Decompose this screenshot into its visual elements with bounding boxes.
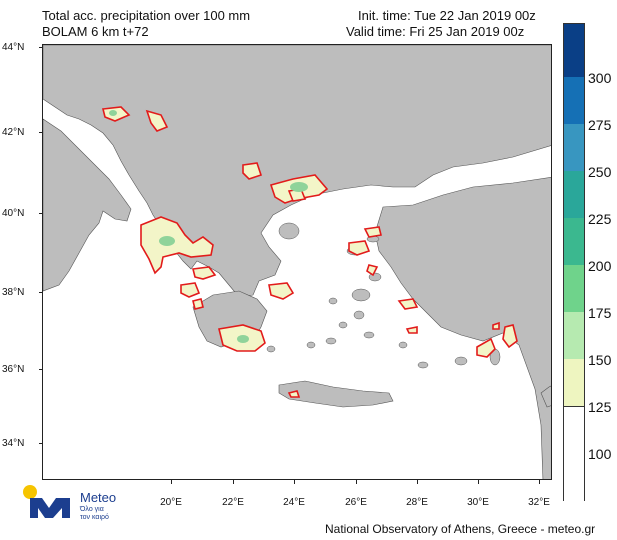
aegean-islands (236, 222, 501, 369)
lat-tick (39, 292, 42, 293)
lat-tick (39, 369, 42, 370)
lon-tick (171, 480, 172, 484)
precip-area-albania (140, 216, 214, 275)
valid-time: Valid time: Fri 25 Jan 2019 00z (346, 24, 525, 39)
precip-area-lycia (502, 324, 518, 349)
lon-label-20: 20°E (160, 497, 182, 508)
lat-tick (39, 132, 42, 133)
precip-area-crete-east (287, 390, 301, 398)
precip-area-antalya (492, 321, 500, 330)
colorbar-segment-275 (564, 77, 584, 124)
precip-area-kefalonia (180, 282, 201, 298)
colorbar-label-150: 150 (588, 352, 612, 368)
logo-tagline-2: τον καιρό (80, 514, 109, 521)
lon-label-32: 32°E (528, 497, 550, 508)
lat-label-36: 36°N (2, 364, 25, 375)
colorbar-segment-225 (564, 171, 584, 218)
lon-label-28: 28°E (406, 497, 428, 508)
logo-name: Meteo (80, 490, 117, 505)
lat-tick (39, 47, 42, 48)
land-italy (43, 118, 132, 292)
logo-tagline-1: Όλο για (80, 506, 104, 513)
land-crete (278, 380, 394, 408)
m-letter-icon (30, 498, 70, 518)
colorbar-segment-125 (564, 359, 584, 406)
colorbar-segment-200 (564, 218, 584, 265)
precip-areas (102, 106, 518, 398)
precip-area-zakynthos (192, 298, 204, 310)
footer-credit: National Observatory of Athens, Greece -… (325, 522, 596, 536)
init-time: Init. time: Tue 22 Jan 2019 00z (358, 8, 536, 23)
precip-area-chios (363, 226, 382, 238)
land-cyprus (540, 385, 551, 408)
colorbar-label-200: 200 (588, 258, 612, 274)
meteo-logo (23, 485, 70, 518)
model-label: BOLAM 6 km t+72 (42, 24, 149, 39)
precip-area-epirus (192, 266, 217, 280)
lon-label-24: 24°E (283, 497, 305, 508)
precip-area-lesvos (348, 240, 371, 256)
lon-label-30: 30°E (467, 497, 489, 508)
precipitation-map (42, 44, 552, 480)
precip-cores (109, 110, 308, 343)
lat-tick (39, 443, 42, 444)
lon-label-26: 26°E (345, 497, 367, 508)
colorbar-label-175: 175 (588, 305, 612, 321)
colorbar-segment-250 (564, 124, 584, 171)
colorbar-label-275: 275 (588, 117, 612, 133)
colorbar-segment-100 (564, 406, 584, 501)
lon-tick (417, 480, 418, 484)
lat-label-44: 44°N (2, 42, 25, 53)
colorbar-label-300: 300 (588, 70, 612, 86)
land-turkey (374, 176, 551, 479)
sun-icon (23, 485, 37, 499)
lat-label-38: 38°N (2, 287, 25, 298)
precip-area-macedonia (242, 162, 263, 180)
colorbar-label-250: 250 (588, 164, 612, 180)
precip-area-shkoder (145, 109, 169, 132)
lon-tick (356, 480, 357, 484)
colorbar-segment-300 (564, 24, 584, 77)
lon-tick (233, 480, 234, 484)
colorbar-label-100: 100 (588, 446, 612, 462)
colorbar-segment-150 (564, 312, 584, 359)
lat-label-42: 42°N (2, 127, 25, 138)
precip-area-karpathos (405, 326, 418, 334)
lat-label-40: 40°N (2, 208, 25, 219)
lat-tick (39, 213, 42, 214)
lon-label-22: 22°E (222, 497, 244, 508)
precip-area-rhodes (476, 337, 496, 358)
precip-area-argolid (268, 282, 295, 300)
lon-tick (294, 480, 295, 484)
lat-label-34: 34°N (2, 438, 25, 449)
lon-tick (478, 480, 479, 484)
colorbar-label-125: 125 (588, 399, 612, 415)
map-svg (43, 45, 551, 479)
colorbar-segment-175 (564, 265, 584, 312)
colorbar-label-225: 225 (588, 211, 612, 227)
lon-tick (539, 480, 540, 484)
map-title: Total acc. precipitation over 100 mm (42, 8, 251, 23)
precip-area-kos (397, 298, 419, 310)
colorbar (563, 23, 585, 501)
precip-area-samos (366, 264, 379, 277)
